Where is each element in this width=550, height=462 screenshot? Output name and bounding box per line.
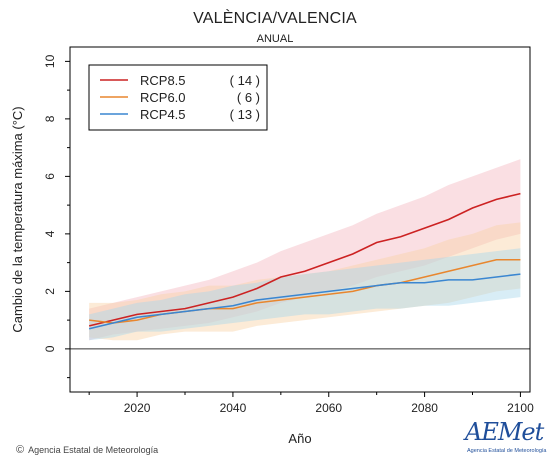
y-tick-label: 2 xyxy=(43,288,57,295)
y-tick-label: 8 xyxy=(43,115,57,122)
legend-count: ( 13 ) xyxy=(230,107,260,122)
credit: © Agencia Estatal de Meteorología xyxy=(16,444,158,456)
series-lines xyxy=(88,192,521,330)
legend-label: RCP4.5 xyxy=(140,107,186,122)
x-axis-label: Año xyxy=(288,431,311,446)
axes: 0 2 4 6 8 10 2020 2040 2060 2080 2100 xyxy=(43,54,534,415)
y-tick-label: 10 xyxy=(43,54,57,68)
legend-label: RCP8.5 xyxy=(140,73,186,88)
copyright-icon: © xyxy=(16,444,25,456)
x-tick-label: 2100 xyxy=(507,401,534,415)
logo-brand: AEMet xyxy=(465,418,544,446)
y-axis-label: Cambio de la temperatura máxima (°C) xyxy=(10,106,25,332)
aemet-logo: AEMet Agencia Estatal de Meteorología xyxy=(465,418,547,458)
x-tick-label: 2060 xyxy=(315,401,342,415)
band-rcp85 xyxy=(89,159,521,341)
chart-title: VALÈNCIA/VALENCIA xyxy=(193,10,357,27)
legend: RCP8.5 ( 14 ) RCP6.0 ( 6 ) RCP4.5 ( 13 ) xyxy=(88,64,268,131)
y-tick-label: 6 xyxy=(43,173,57,180)
plot-frame xyxy=(69,46,531,393)
line-rcp85 xyxy=(88,192,521,327)
x-tick-label: 2080 xyxy=(411,401,438,415)
chart-subtitle: ANUAL xyxy=(256,33,294,45)
x-tick-label: 2020 xyxy=(124,401,151,415)
x-tick-label: 2040 xyxy=(220,401,247,415)
y-tick-label: 0 xyxy=(43,345,57,352)
y-tick-label: 4 xyxy=(43,230,57,237)
legend-count: ( 6 ) xyxy=(237,90,260,105)
logo-subtext: Agencia Estatal de Meteorología xyxy=(467,448,547,454)
line-rcp45 xyxy=(88,273,521,330)
credit-text: Agencia Estatal de Meteorología xyxy=(28,445,159,455)
legend-label: RCP6.0 xyxy=(140,90,186,105)
legend-count: ( 14 ) xyxy=(230,73,260,88)
